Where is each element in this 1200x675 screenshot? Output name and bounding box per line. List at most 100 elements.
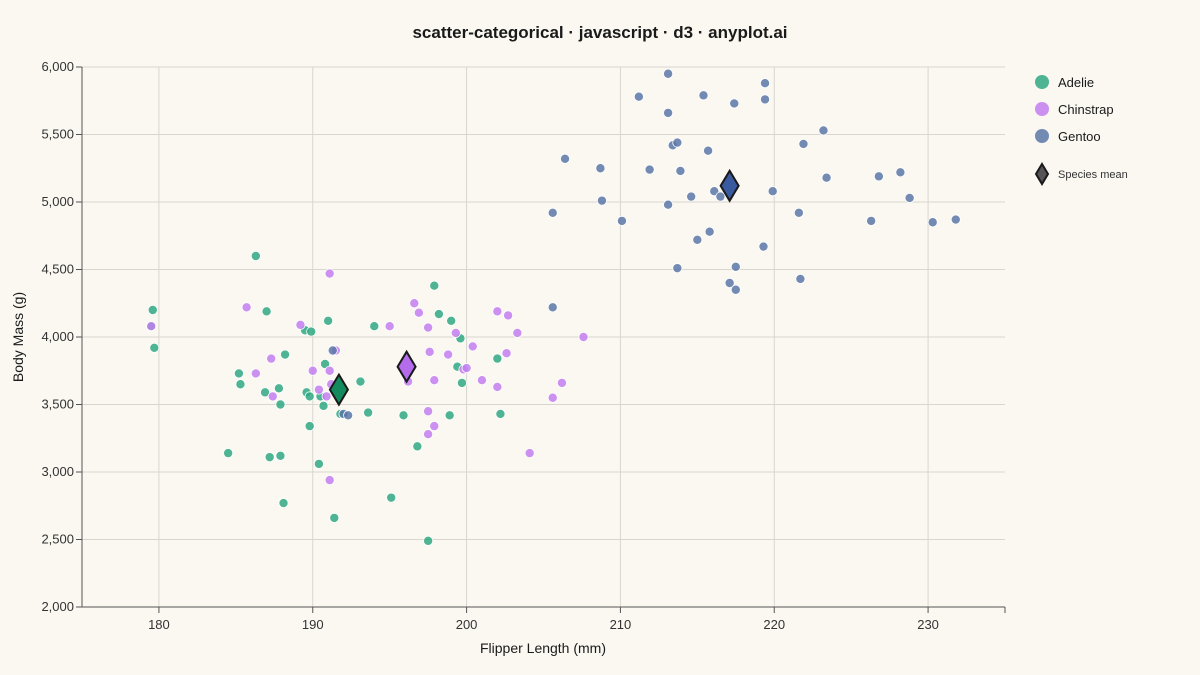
adelie-point [423, 535, 434, 546]
adelie-point [398, 410, 409, 421]
gentoo-point [795, 273, 806, 284]
gentoo-point [547, 302, 558, 313]
legend-label-adelie: Adelie [1058, 75, 1094, 90]
chinstrap-point [547, 392, 558, 403]
adelie-point [149, 342, 160, 353]
axes: 180 190 200 210 220 230 2,000 2,500 3,000 3,500 4,… [41, 59, 1006, 632]
adelie-point [386, 492, 397, 503]
adelie-point [369, 321, 380, 332]
y-tick-label: 5,500 [41, 127, 74, 142]
chinstrap-point [324, 475, 335, 486]
adelie-point [433, 309, 444, 320]
adelie-point [444, 410, 455, 421]
adelie-point [446, 315, 457, 326]
adelie-point [233, 368, 244, 379]
gentoo-point [793, 207, 804, 218]
chinstrap-point [413, 307, 424, 318]
chinstrap-point [146, 321, 157, 332]
adelie-point [147, 304, 158, 315]
gentoo-point [595, 163, 606, 174]
chinstrap-point [324, 268, 335, 279]
gentoo-point [873, 171, 884, 182]
gentoo-point [663, 107, 674, 118]
gentoo-point [692, 234, 703, 245]
adelie-point [313, 458, 324, 469]
adelie-point [280, 349, 291, 360]
y-tick-label: 4,000 [41, 329, 74, 344]
adelie-point [304, 391, 315, 402]
gentoo-point [730, 284, 741, 295]
chinstrap-point [409, 298, 420, 309]
gentoo-point [663, 199, 674, 210]
adelie-point [235, 379, 246, 390]
gentoo-point [672, 263, 683, 274]
gentoo-point [927, 217, 938, 228]
chinstrap-point [556, 377, 567, 388]
chinstrap-point [295, 319, 306, 330]
gentoo-point [950, 214, 961, 225]
gentoo-point [616, 215, 627, 226]
gentoo-point [547, 207, 558, 218]
chinstrap-point [307, 365, 318, 376]
species-means [328, 168, 740, 407]
legend-label-mean: Species mean [1058, 169, 1128, 181]
adelie-point [429, 280, 440, 291]
gentoo-point [818, 125, 829, 136]
chinstrap-point [492, 306, 503, 317]
gentoo-point [866, 215, 877, 226]
gentoo-point [904, 192, 915, 203]
adelie-point [304, 421, 315, 432]
x-tick-label: 200 [456, 617, 478, 632]
gentoo-point [663, 68, 674, 79]
chinstrap-point [241, 302, 252, 313]
grid [82, 66, 1005, 608]
y-tick-label: 3,000 [41, 464, 74, 479]
gentoo-mean-marker [719, 168, 740, 203]
chinstrap-point [424, 346, 435, 357]
legend-label-chinstrap: Chinstrap [1058, 102, 1114, 117]
chinstrap-point [266, 353, 277, 364]
chinstrap-point [501, 348, 512, 359]
adelie-point [306, 326, 317, 337]
gentoo-point [672, 137, 683, 148]
gentoo-point [715, 191, 726, 202]
gentoo-point [633, 91, 644, 102]
adelie-point [275, 450, 286, 461]
adelie-point [355, 376, 366, 387]
gentoo-point [758, 241, 769, 252]
legend-mean-marker [1034, 162, 1050, 186]
chinstrap-point [503, 310, 514, 321]
adelie-point [264, 452, 275, 463]
adelie-point [456, 377, 467, 388]
adelie-point [412, 441, 423, 452]
adelie-point [318, 400, 329, 411]
chinstrap-point [476, 375, 487, 386]
chinstrap-point [423, 322, 434, 333]
gentoo-point [724, 277, 735, 288]
gentoo-point [767, 186, 778, 197]
legend-label-gentoo: Gentoo [1058, 129, 1101, 144]
gentoo-point [760, 78, 771, 89]
x-axis-label: Flipper Length (mm) [480, 640, 606, 656]
data-points [146, 68, 961, 546]
gentoo-point [798, 138, 809, 149]
adelie-mean-marker [328, 372, 350, 407]
adelie-point [363, 407, 374, 418]
gentoo-point [596, 195, 607, 206]
chinstrap-point [492, 381, 503, 392]
y-tick-label: 3,500 [41, 397, 74, 412]
chinstrap-point [461, 363, 472, 374]
legend-marker-chinstrap [1035, 102, 1049, 116]
legend-marker-adelie [1035, 75, 1049, 89]
gentoo-point [644, 164, 655, 175]
chinstrap-point [578, 331, 589, 342]
chinstrap-point [429, 375, 440, 386]
chinstrap-point [467, 341, 478, 352]
gentoo-point [560, 153, 571, 164]
adelie-point [495, 408, 506, 419]
x-tick-label: 230 [917, 617, 939, 632]
legend-marker-gentoo [1035, 129, 1049, 143]
chinstrap-point [313, 384, 324, 395]
y-axis-label: Body Mass (g) [10, 292, 26, 382]
